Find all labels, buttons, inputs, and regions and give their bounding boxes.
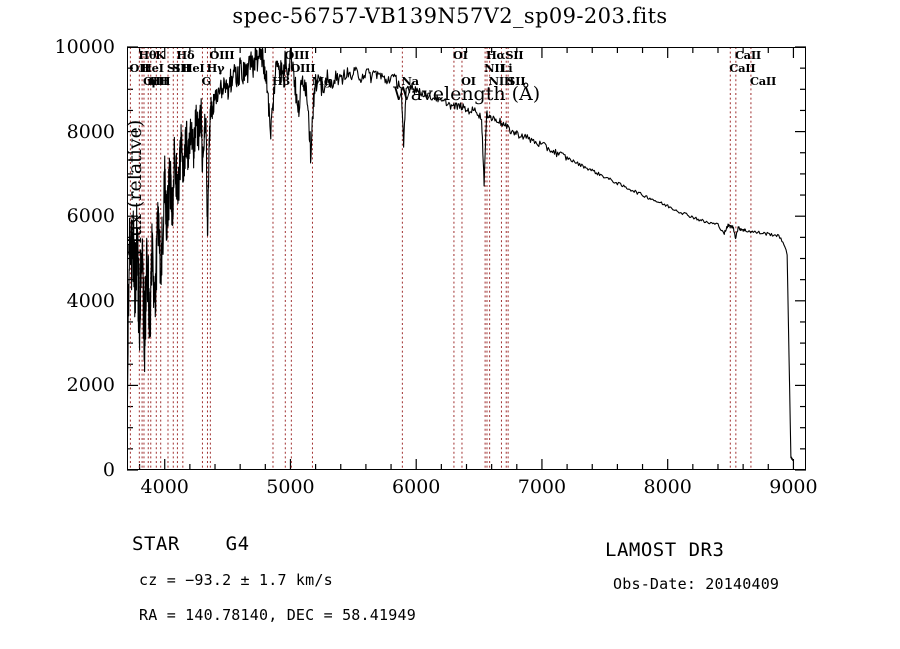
line-label-G-4300: G xyxy=(201,74,211,88)
plot-frame xyxy=(127,47,806,470)
x-tick-6000: 6000 xyxy=(392,476,441,498)
line-label-OIII-4959: OIII xyxy=(284,48,310,62)
y-tick-10000: 10000 xyxy=(54,36,115,58)
line-label-HeI-3820: HeI xyxy=(141,61,164,75)
line-label-H-4101: Hδ xyxy=(176,48,195,62)
line-label-OI-6364: OI xyxy=(460,74,476,88)
y-axis-label: Flux (relative) xyxy=(124,119,146,257)
line-label-CaII-8662: CaII xyxy=(749,74,777,88)
line-label-H-3968: H xyxy=(159,74,171,88)
spectral-class: G4 xyxy=(225,533,250,555)
redshift-velocity: cz = −93.2 ± 1.7 km/s xyxy=(139,571,333,589)
y-tick-8000: 8000 xyxy=(66,120,115,143)
line-label-NIII-6584: NIII xyxy=(488,74,515,88)
spectrum-canvas xyxy=(127,46,806,471)
line-label-OIII-5007: OIII xyxy=(290,61,316,75)
page-title: spec-56757-VB139N57V2_sp09-203.fits xyxy=(232,4,668,28)
line-label-CaII-8542: CaII xyxy=(734,48,761,62)
x-tick-8000: 8000 xyxy=(643,476,692,498)
line-label-Na-5890: Na xyxy=(401,74,419,88)
line-label-Li-6678: Li xyxy=(500,61,513,75)
survey-name: LAMOST DR3 xyxy=(605,539,725,561)
x-tick-9000: 9000 xyxy=(769,476,818,498)
line-label-SII-4068: SII xyxy=(172,61,191,75)
line-label-H-3889: H xyxy=(149,74,161,88)
line-label--3869: η xyxy=(147,74,156,88)
line-label-OII-3727: OII xyxy=(129,61,150,75)
object-type-row: STAR G4 xyxy=(132,533,250,555)
object-type: STAR xyxy=(132,533,180,555)
line-label-H-3798: Hθ xyxy=(138,48,157,62)
x-axis-label: Wavelength (Å) xyxy=(392,83,541,105)
coordinates: RA = 140.78140, DEC = 58.41949 xyxy=(139,606,416,624)
y-tick-4000: 4000 xyxy=(66,289,115,312)
line-label-SII-4026: SII xyxy=(166,61,186,75)
line-label-SII-6731: SII xyxy=(507,74,526,88)
line-label-H-4861: Hβ xyxy=(271,74,290,88)
line-label-HeI-4144: HeI xyxy=(181,61,205,75)
y-tick-0: 0 xyxy=(102,459,115,481)
y-tick-6000: 6000 xyxy=(66,205,115,228)
line-label-SII-6716: SII xyxy=(505,48,524,62)
line-label-H-6563: Hα xyxy=(485,48,506,62)
x-tick-5000: 5000 xyxy=(266,476,315,498)
line-label-NII-6548: NII xyxy=(484,61,505,75)
line-label-OI-6300: OI xyxy=(452,48,468,62)
x-tick-7000: 7000 xyxy=(517,476,567,498)
line-label-OIII-4363: OIII xyxy=(209,48,235,62)
line-label-Mg-5175: Mg xyxy=(311,74,332,88)
observation-date: Obs-Date: 20140409 xyxy=(613,575,780,593)
line-label-H-4340: Hγ xyxy=(206,61,225,75)
y-tick-2000: 2000 xyxy=(66,374,115,397)
spectrum-plot: 0 2000 4000 6000 8000 10000 4000 5000 6000 7000 8… xyxy=(55,36,818,498)
line-label-OIII-3835: OIII xyxy=(142,74,168,88)
x-tick-4000: 4000 xyxy=(140,476,189,498)
line-label-CaII-8498: CaII xyxy=(729,61,756,75)
line-label-K-3933: K xyxy=(155,48,165,62)
